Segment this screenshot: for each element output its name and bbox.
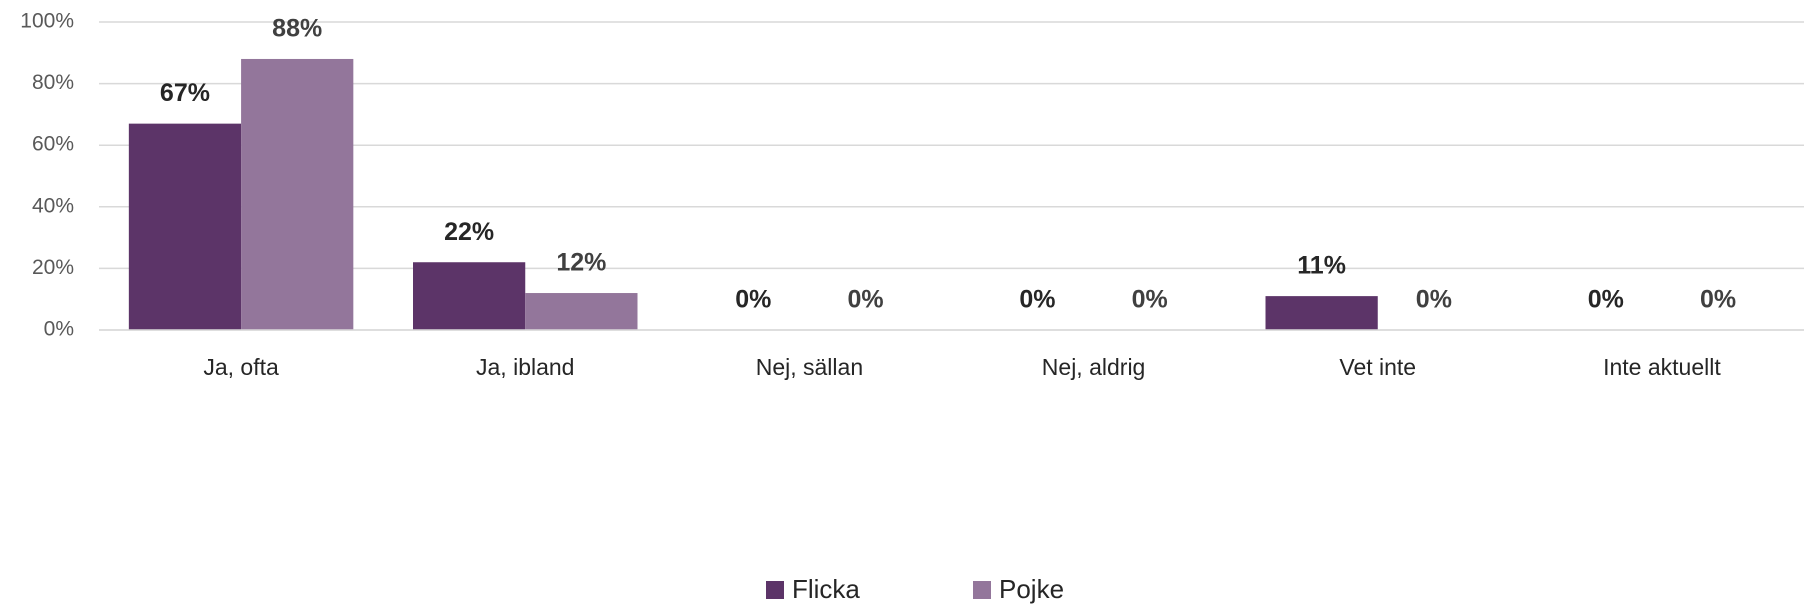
data-label: 0% <box>735 286 771 314</box>
legend-swatch <box>973 581 991 599</box>
x-tick-label: Nej, aldrig <box>1042 354 1146 380</box>
data-label: 0% <box>847 286 883 314</box>
bar <box>128 123 242 330</box>
bar <box>1265 296 1378 330</box>
bar <box>413 262 526 330</box>
data-label: 0% <box>1132 286 1168 314</box>
y-tick-label: 100% <box>20 10 74 33</box>
data-label: 67% <box>160 79 210 107</box>
x-tick-label: Vet inte <box>1339 354 1416 380</box>
x-tick-label: Nej, sällan <box>756 354 863 380</box>
y-tick-label: 40% <box>32 194 74 217</box>
y-tick-label: 20% <box>32 256 74 279</box>
data-label: 0% <box>1019 286 1055 314</box>
legend-label: Pojke <box>999 574 1064 604</box>
data-label: 0% <box>1416 286 1452 314</box>
y-tick-label: 80% <box>32 71 74 94</box>
bar <box>525 293 638 330</box>
data-label: 12% <box>556 249 606 277</box>
bar <box>241 58 354 331</box>
x-tick-label: Ja, ofta <box>203 354 279 380</box>
legend-label: Flicka <box>792 574 860 604</box>
data-label: 11% <box>1297 252 1346 280</box>
data-label: 88% <box>272 15 322 43</box>
y-tick-label: 0% <box>44 318 74 341</box>
legend-swatch <box>766 581 784 599</box>
x-tick-label: Inte aktuellt <box>1603 354 1721 380</box>
x-tick-label: Ja, ibland <box>476 354 574 380</box>
data-label: 0% <box>1588 286 1624 314</box>
data-label: 0% <box>1700 286 1736 314</box>
data-label: 22% <box>444 218 494 246</box>
y-tick-label: 60% <box>32 133 74 156</box>
